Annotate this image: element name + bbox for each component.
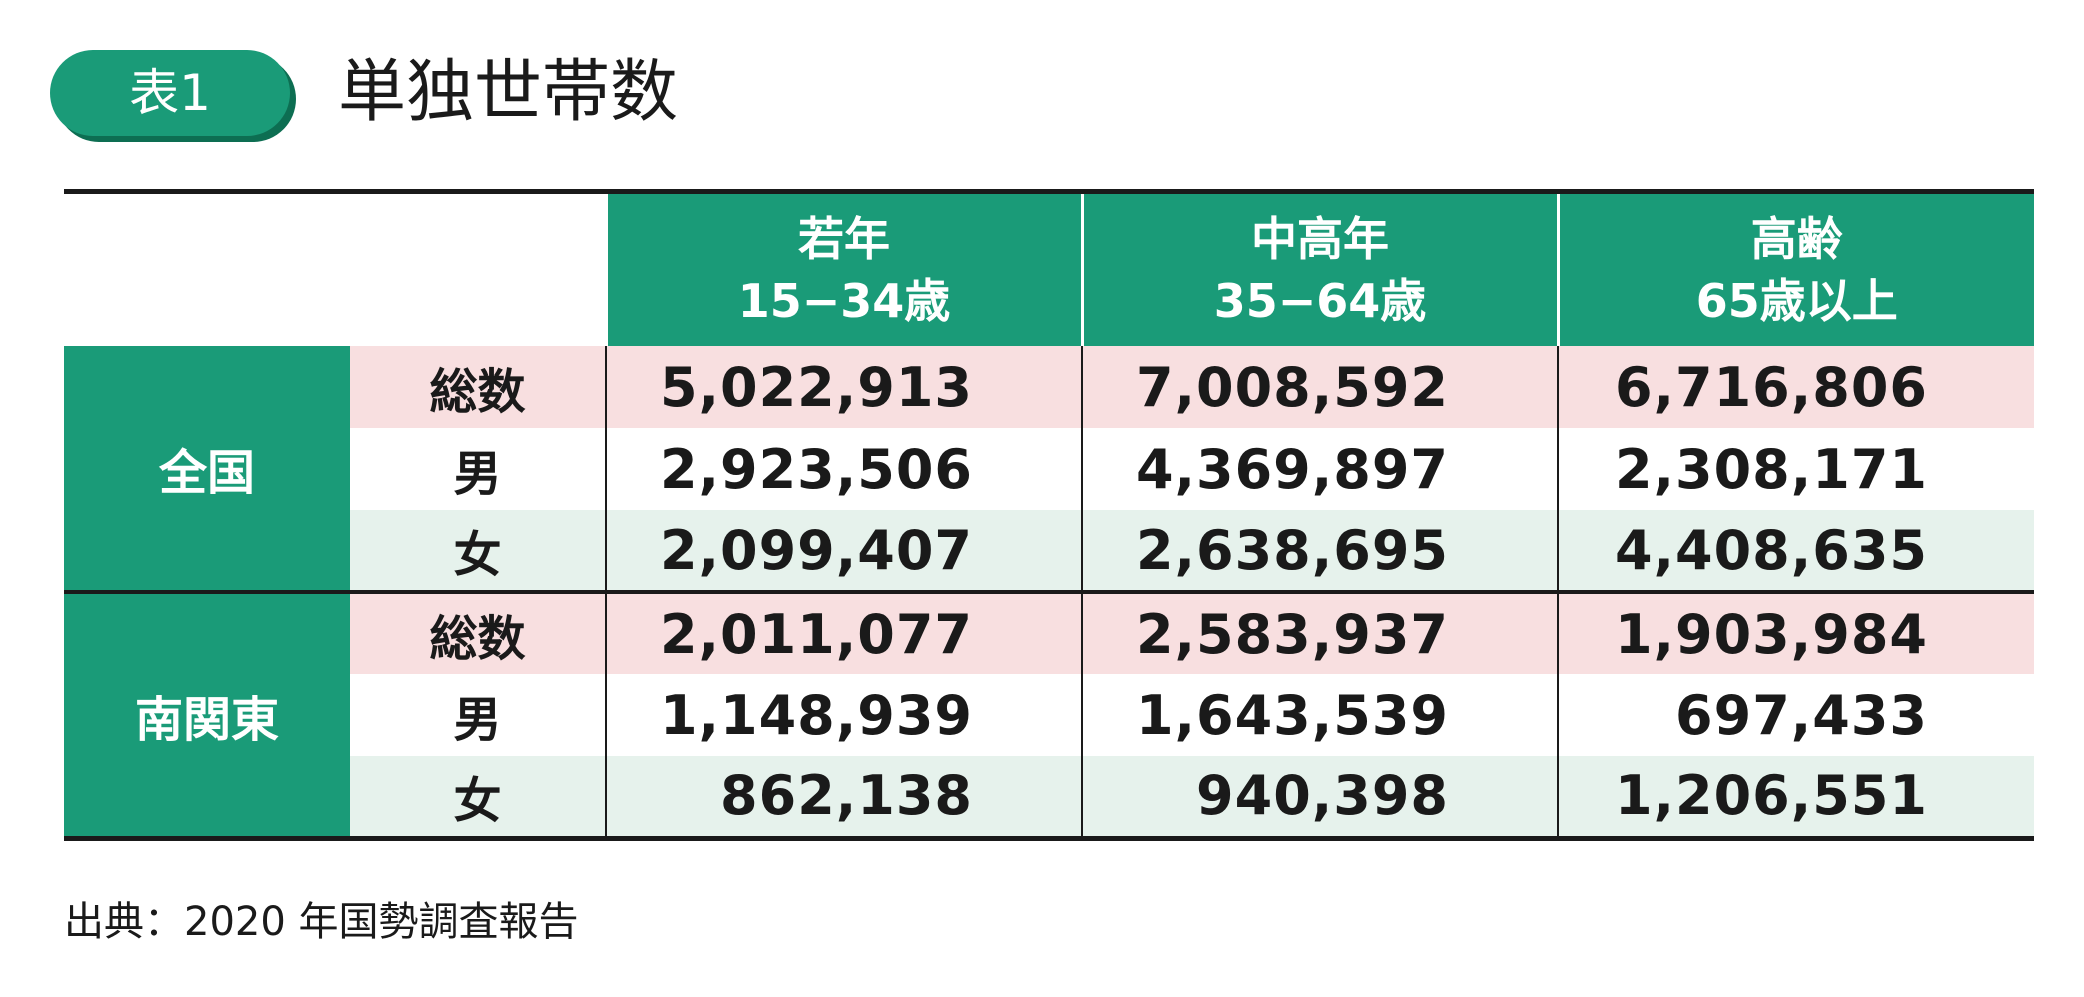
column-header-age-range: 15−34歳	[737, 274, 951, 328]
table-row: 女 2,099,407 2,638,695 4,408,635	[64, 510, 2034, 594]
value-cell: 2,638,695	[1082, 510, 1559, 594]
value-cell: 1,148,939	[606, 674, 1083, 756]
header-blank-cell	[64, 191, 606, 346]
value-cell: 1,206,551	[1558, 756, 2034, 838]
table-row: 全国 総数 5,022,913 7,008,592 6,716,806	[64, 346, 2034, 594]
table-row: 男 1,148,939 1,643,539 697,433	[64, 674, 2034, 756]
value-cell: 697,433	[1558, 674, 2034, 756]
source-citation: 出典：2020 年国勢調査報告	[64, 899, 579, 945]
column-header-label: 高齢	[1750, 212, 1843, 266]
value-cell: 2,583,937	[1082, 592, 1559, 674]
column-header-elderly: 高齢 65歳以上	[1556, 191, 2034, 346]
row-label-female: 女	[350, 756, 607, 838]
column-header-young: 若年 15−34歳	[604, 191, 1082, 346]
value-cell: 862,138	[606, 756, 1083, 838]
value-cell: 2,308,171	[1558, 428, 2034, 510]
column-header-label: 若年	[798, 212, 890, 266]
value-cell: 4,369,897	[1082, 428, 1559, 510]
column-header-age-range: 35−64歳	[1213, 274, 1427, 328]
row-label-female: 女	[350, 510, 607, 594]
value-cell: 4,408,635	[1558, 510, 2034, 594]
region-cell-minami-kanto: 南関東	[64, 592, 350, 838]
value-cell: 5,022,913	[606, 346, 1083, 428]
value-cell: 1,643,539	[1082, 674, 1559, 756]
table-row: 女 862,138 940,398 1,206,551	[64, 756, 2034, 838]
value-cell: 2,923,506	[606, 428, 1083, 510]
column-header-label: 中高年	[1251, 212, 1389, 266]
table-row: 南関東 総数 2,011,077 2,583,937 1,903,984	[64, 592, 2034, 838]
table-row: 男 2,923,506 4,369,897 2,308,171	[64, 428, 2034, 510]
single-households-table: 若年 15−34歳 中高年 35−64歳 高齢 65歳以上 全国 総数 5,02…	[64, 189, 2034, 841]
page-title: 単独世帯数	[338, 53, 679, 132]
row-label-male: 男	[350, 674, 607, 756]
value-cell: 940,398	[1082, 756, 1559, 838]
value-cell: 1,903,984	[1558, 592, 2034, 674]
region-cell-national: 全国	[64, 346, 350, 594]
column-header-middle-aged: 中高年 35−64歳	[1080, 191, 1558, 346]
value-cell: 7,008,592	[1082, 346, 1559, 428]
column-header-age-range: 65歳以上	[1695, 274, 1898, 328]
row-label-male: 男	[350, 428, 607, 510]
value-cell: 2,099,407	[606, 510, 1083, 594]
table-number-badge: 表1	[50, 50, 290, 136]
row-label-total: 総数	[350, 592, 607, 674]
row-label-total: 総数	[350, 346, 607, 428]
value-cell: 6,716,806	[1558, 346, 2034, 428]
table-header-row: 若年 15−34歳 中高年 35−64歳 高齢 65歳以上	[64, 191, 2034, 346]
value-cell: 2,011,077	[606, 592, 1083, 674]
